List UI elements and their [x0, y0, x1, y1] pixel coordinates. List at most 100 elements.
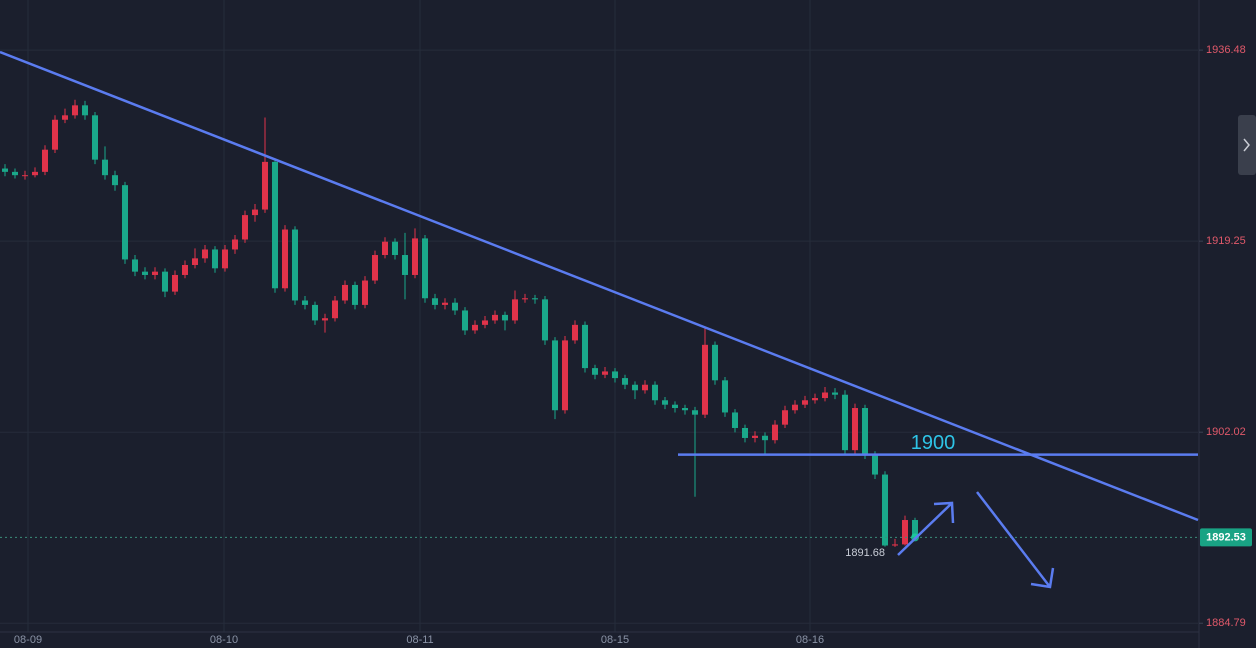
candle-body: [322, 318, 328, 321]
trend-line: [0, 50, 1199, 522]
candle-body: [202, 249, 208, 259]
candle-body: [892, 544, 898, 546]
candle-body: [592, 368, 598, 375]
arrow-down: [976, 491, 1055, 589]
y-tick-label: 1919.25: [1206, 235, 1246, 247]
candle-body: [112, 175, 118, 186]
candle-body: [502, 314, 508, 321]
candle-body: [62, 115, 68, 120]
candle-body: [542, 299, 548, 341]
candle-body: [152, 271, 158, 275]
candle-body: [582, 324, 588, 369]
arrow-up: [897, 501, 955, 556]
candle-body: [2, 168, 8, 172]
candle-body: [72, 105, 78, 116]
grid: [0, 0, 1198, 632]
candle-body: [442, 302, 448, 305]
candle-body: [772, 424, 778, 441]
candle-body: [662, 400, 668, 405]
candle-body: [302, 300, 308, 305]
candle-body: [432, 298, 438, 305]
y-tick-label: 1884.79: [1206, 617, 1246, 629]
candle-body: [462, 310, 468, 331]
candle-body: [312, 304, 318, 321]
candle-body: [362, 280, 368, 305]
candle-body: [22, 175, 28, 177]
candle-body: [32, 171, 38, 176]
candle-body: [612, 371, 618, 379]
x-tick-label: 08-11: [406, 634, 433, 646]
candle-body: [282, 229, 288, 289]
candle-body: [412, 238, 418, 275]
candle-body: [572, 324, 578, 341]
candle-body: [632, 384, 638, 391]
candle-body: [862, 408, 868, 455]
candle-body: [692, 410, 698, 415]
candle-body: [512, 299, 518, 321]
candle-body: [802, 400, 808, 405]
candle-body: [752, 435, 758, 438]
candle-body: [212, 249, 218, 269]
candle-body: [792, 404, 798, 411]
candle-body: [82, 105, 88, 116]
candle-body: [392, 241, 398, 256]
candle-body: [132, 259, 138, 272]
candle-body: [242, 215, 248, 240]
candle-body: [122, 185, 128, 260]
y-tick-label: 1902.02: [1206, 426, 1246, 438]
candle-body: [42, 149, 48, 172]
candles: [2, 99, 918, 547]
x-tick-label: 08-16: [796, 634, 824, 646]
candle-body: [852, 408, 858, 451]
candle-body: [252, 209, 258, 216]
candle-body: [602, 371, 608, 375]
candle-body: [712, 344, 718, 381]
candle-body: [742, 427, 748, 438]
candle-body: [52, 119, 58, 150]
level-label: 1900: [911, 432, 956, 454]
candle-body: [782, 410, 788, 425]
candle-body: [652, 384, 658, 401]
candle-body: [672, 404, 678, 409]
candle-body: [222, 249, 228, 269]
candle-body: [492, 314, 498, 321]
candle-body: [622, 378, 628, 385]
candle-body: [832, 392, 838, 395]
candle-body: [762, 435, 768, 441]
x-tick-label: 08-09: [14, 634, 42, 646]
x-tick-label: 08-15: [601, 634, 629, 646]
candle-body: [422, 238, 428, 299]
current-price-label: 1892.53: [1206, 531, 1246, 543]
candle-body: [872, 454, 878, 475]
candle-body: [342, 284, 348, 301]
candle-body: [552, 340, 558, 411]
candle-body: [532, 298, 538, 300]
candle-body: [482, 320, 488, 325]
candle-body: [272, 161, 278, 289]
candle-body: [882, 474, 888, 546]
side-tab-icon: [1243, 138, 1250, 152]
candle-body: [262, 161, 268, 210]
candle-body: [102, 159, 108, 176]
candle-body: [812, 398, 818, 401]
candle-body: [642, 384, 648, 391]
candle-body: [912, 520, 918, 538]
y-tick-label: 1936.48: [1206, 44, 1246, 56]
candle-body: [372, 255, 378, 281]
candle-body: [732, 412, 738, 428]
side-tab[interactable]: [1238, 115, 1256, 175]
candle-body: [902, 520, 908, 545]
candle-body: [162, 271, 168, 292]
candle-body: [142, 271, 148, 275]
candle-body: [292, 229, 298, 301]
candle-body: [332, 300, 338, 319]
candle-body: [352, 284, 358, 305]
low-label: 1891.68: [845, 547, 885, 559]
candle-body: [182, 264, 188, 275]
candle-body: [92, 115, 98, 160]
candle-body: [682, 408, 688, 411]
candle-body: [452, 302, 458, 311]
